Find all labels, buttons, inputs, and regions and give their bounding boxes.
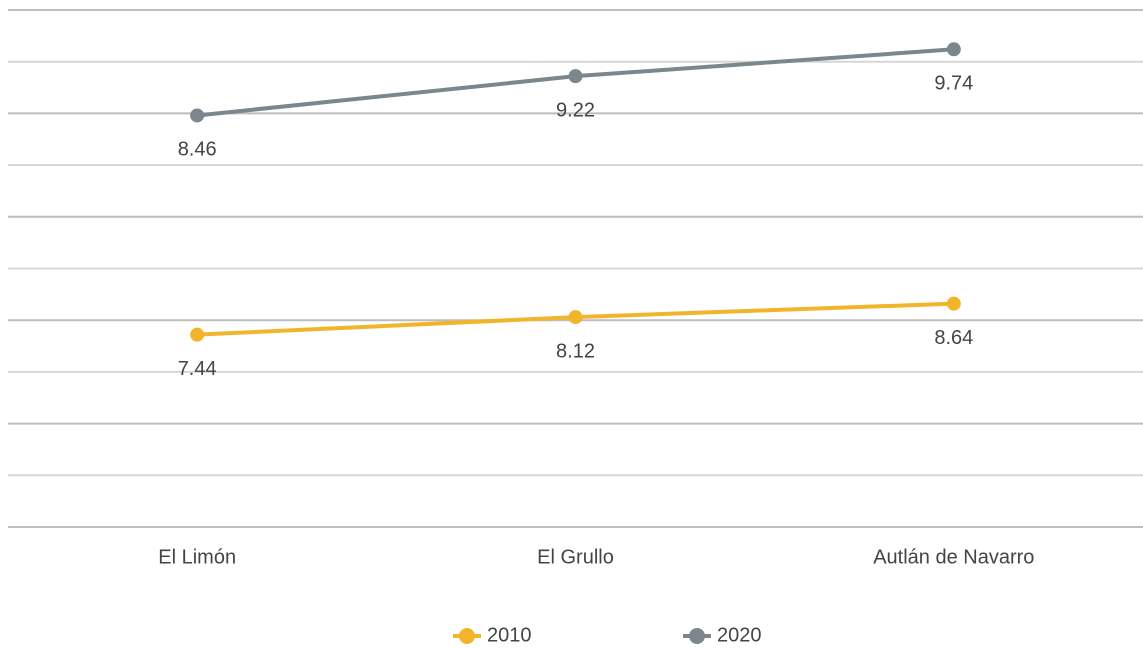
data-label: 8.46 [178, 139, 217, 161]
data-label: 9.74 [934, 73, 973, 95]
data-label: 8.12 [556, 340, 595, 362]
point [568, 69, 583, 84]
x-tick-label: El Limón [158, 546, 236, 568]
data-label: 8.64 [934, 327, 973, 349]
point [190, 108, 205, 123]
x-tick-label: Autlán de Navarro [873, 546, 1034, 568]
data-label: 7.44 [178, 358, 217, 380]
point [568, 310, 583, 325]
legend-label: 2020 [717, 624, 762, 646]
point [946, 42, 961, 57]
legend-marker [459, 628, 475, 644]
point [190, 327, 205, 342]
legend-marker [689, 628, 705, 644]
point [946, 296, 961, 311]
x-tick-label: El Grullo [537, 546, 614, 568]
legend-label: 2010 [487, 624, 532, 646]
data-label: 9.22 [556, 99, 595, 121]
